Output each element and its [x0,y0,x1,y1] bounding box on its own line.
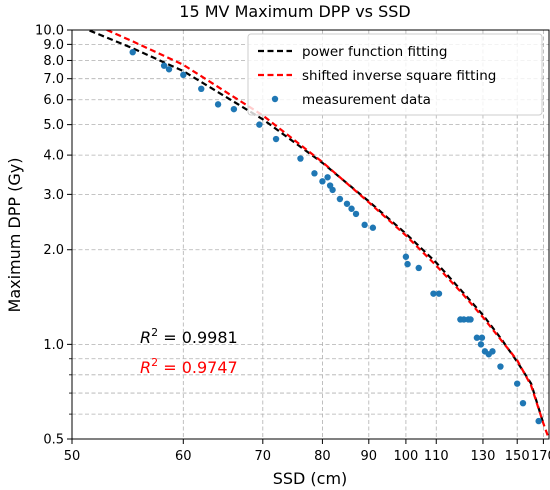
y-tick-label: 2.0 [43,243,64,258]
y-tick-label: 0.5 [43,433,64,448]
legend-power-label: power function fitting [302,44,447,60]
measurement-point [180,71,187,79]
y-tick-label: 8.0 [43,54,64,69]
measurement-point [415,264,422,272]
y-axis-label: Maximum DPP (Gy) [5,158,24,313]
measurement-point [473,334,481,341]
r2-power: R2 = 0.9981 [140,326,238,347]
measurement-point [519,399,527,407]
x-tick-label: 110 [424,449,449,464]
measurement-point [214,101,222,108]
measurement-point [272,135,280,143]
y-tick-label: 3.0 [43,188,64,203]
measurement-point [343,200,351,207]
measurement-point [497,363,504,370]
y-ticks: 0.5 1.0 2.0 3.0 4.0 5.0 6.0 7.0 8.09.010.0 [35,24,72,448]
legend-box [247,33,543,116]
x-axis-label: SSD (cm) [273,469,348,488]
y-tick-label: 5.0 [43,118,64,133]
measurement-point [404,260,411,268]
y-tick-label: 6.0 [43,93,64,108]
measurement-point [352,210,360,218]
measurement-point [477,341,485,348]
measurement-point [467,316,474,323]
x-tick-label: 100 [393,449,418,464]
power-fit-line [85,30,545,424]
measurement-point [311,170,318,177]
measurement-point [478,334,486,341]
measurement-point [361,221,368,229]
y-tick-label: 9.0 [43,38,64,53]
legend-measurement-label: measurement data [302,92,431,108]
measurement-point [165,66,173,73]
measurement-point [160,62,168,69]
measurement-point [402,253,410,260]
measurement-point [198,85,205,93]
measurement-point [514,380,521,387]
measurement-point [324,174,331,181]
x-tick-label: 90 [361,449,378,464]
measurement-point [430,290,437,297]
measurement-point [129,48,136,56]
legend: power function fitting shifted inverse s… [247,33,543,116]
legend-inverse-label: shifted inverse square fitting [302,68,496,84]
inverse-square-fit-line [104,30,549,439]
measurement-point [329,186,336,194]
x-tick-label: 60 [175,449,192,464]
measurement-point [435,290,443,297]
x-tick-label: 170 [531,449,550,464]
x-tick-label: 150 [505,449,530,464]
measurement-point [460,316,468,323]
fit-lines [85,30,549,439]
x-tick-label: 70 [255,449,272,464]
y-tick-label: 7.0 [43,72,64,87]
y-tick-label: 4.0 [43,149,64,164]
measurement-points [129,48,542,425]
y-tick-label: 10.0 [35,24,64,39]
x-tick-label: 130 [471,449,496,464]
measurement-point [336,195,344,203]
measurement-point [348,205,355,212]
measurement-point [230,105,238,113]
x-tick-label: 50 [64,449,81,464]
y-tick-label: 1.0 [43,338,64,353]
plot-frame [71,29,550,440]
measurement-point [369,224,377,231]
legend-measurement-marker [271,95,279,103]
measurement-point [535,417,542,425]
r2-inverse: R2 = 0.9747 [140,356,238,377]
measurement-point [489,348,496,355]
chart-title: 15 MV Maximum DPP vs SSD [179,2,410,21]
measurement-point [319,178,326,185]
x-tick-label: 80 [314,449,331,464]
measurement-point [297,155,304,162]
measurement-point [256,121,263,128]
